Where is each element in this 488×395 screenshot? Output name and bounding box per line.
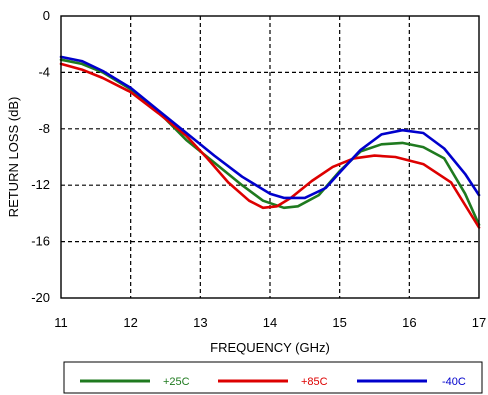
- series-line--40C: [59, 55, 481, 200]
- tick-labels: 11 12 13 14 15 16 17 0 -4 -8 -12 -16 -20: [31, 8, 486, 330]
- grid-lines: [61, 16, 479, 298]
- legend-label--40C: -40C: [442, 376, 466, 388]
- y-tick-label: -4: [38, 64, 50, 79]
- y-tick-label: -12: [31, 177, 50, 192]
- y-tick-label: 0: [43, 8, 50, 23]
- plot-frame: [60, 15, 480, 299]
- x-tick-label: 14: [263, 315, 277, 330]
- legend: +25C +85C -40C: [63, 361, 483, 394]
- x-tick-label: 17: [472, 315, 486, 330]
- y-tick-label: -20: [31, 290, 50, 305]
- legend-label-+25C: +25C: [163, 376, 190, 388]
- x-tick-label: 16: [402, 315, 416, 330]
- x-tick-label: 11: [54, 315, 68, 330]
- series-layer: [59, 55, 481, 229]
- legend-box: [63, 361, 483, 394]
- x-tick-label: 13: [193, 315, 207, 330]
- series-line-+85C: [59, 62, 481, 229]
- y-axis-label: RETURN LOSS (dB): [6, 97, 21, 218]
- y-tick-label: -16: [31, 234, 50, 249]
- x-tick-label: 12: [123, 315, 137, 330]
- y-tick-label: -8: [38, 121, 50, 136]
- x-tick-label: 15: [332, 315, 346, 330]
- x-axis-label: FREQUENCY (GHz): [210, 340, 330, 355]
- legend-label-+85C: +85C: [301, 376, 328, 388]
